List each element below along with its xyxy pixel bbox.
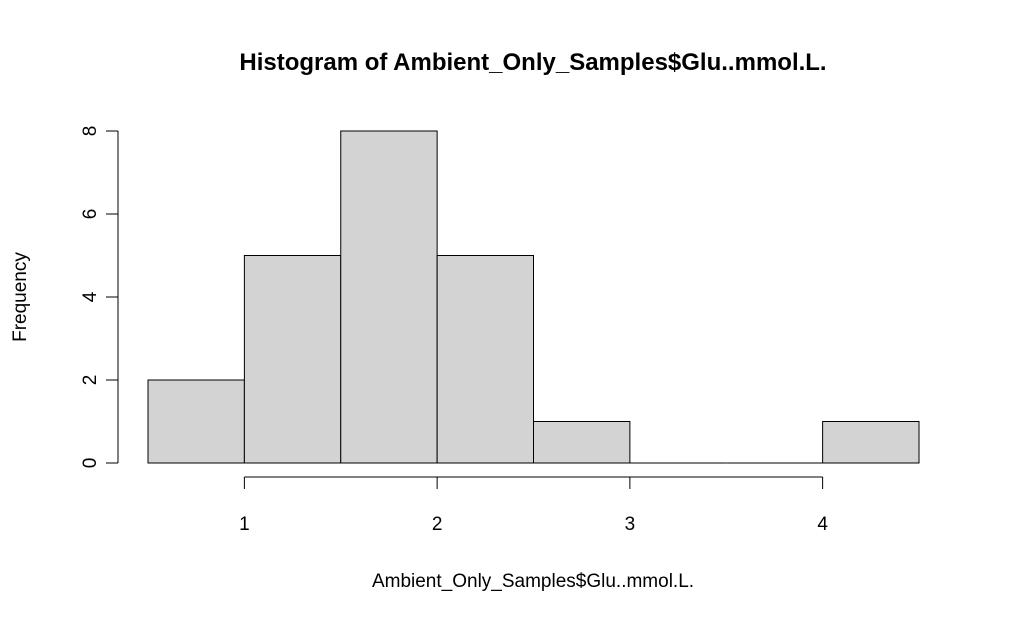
y-tick-label: 8 [80, 126, 101, 137]
y-tick-label: 4 [80, 291, 101, 302]
x-tick-label: 1 [239, 514, 250, 535]
chart-title: Histogram of Ambient_Only_Samples$Glu..m… [239, 49, 826, 76]
y-axis: 0 2 4 6 8 [80, 126, 119, 469]
histogram-bar [436, 255, 535, 464]
y-axis-label: Frequency [10, 252, 31, 342]
x-axis-label: Ambient_Only_Samples$Glu..mmol.L. [372, 571, 694, 592]
bars-group [147, 130, 920, 464]
histogram-bar [533, 421, 631, 464]
y-tick-label: 6 [80, 209, 101, 220]
x-axis: 1 2 3 4 [239, 476, 828, 535]
histogram-bar [243, 255, 342, 464]
histogram-bar [822, 421, 920, 464]
y-tick-label: 2 [80, 375, 101, 386]
x-tick-label: 4 [817, 514, 828, 535]
y-tick-label: 0 [80, 458, 101, 469]
x-tick-label: 2 [432, 514, 443, 535]
histogram-bar [147, 379, 245, 464]
histogram-bar [340, 130, 438, 464]
x-tick-label: 3 [625, 514, 636, 535]
